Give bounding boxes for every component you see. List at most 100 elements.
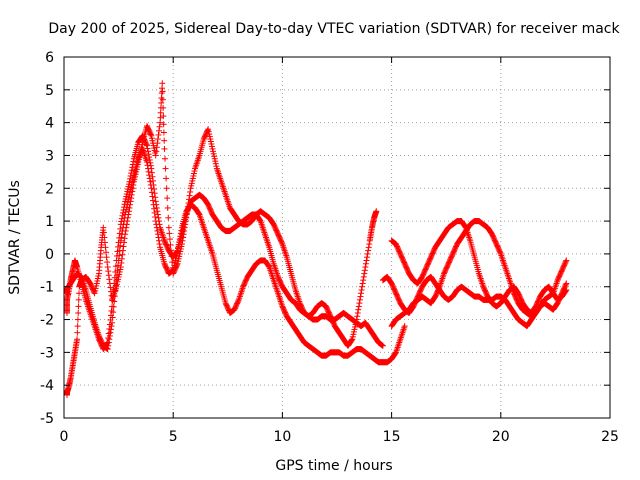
data-point bbox=[116, 252, 123, 259]
data-point bbox=[149, 193, 156, 200]
data-point bbox=[355, 306, 362, 313]
data-point bbox=[155, 214, 162, 221]
data-point bbox=[358, 287, 365, 294]
data-point bbox=[356, 296, 363, 303]
data-point bbox=[358, 290, 365, 297]
data-point bbox=[109, 314, 116, 321]
data-point bbox=[122, 231, 129, 238]
y-axis-label: SDTVAR / TECUs bbox=[7, 180, 23, 295]
data-point bbox=[124, 218, 131, 225]
data-point bbox=[105, 268, 112, 275]
data-point bbox=[145, 168, 152, 175]
y-tick-label: -1 bbox=[40, 280, 54, 296]
data-point bbox=[154, 227, 161, 234]
y-tick-label: -4 bbox=[40, 378, 54, 394]
data-point bbox=[105, 339, 112, 346]
data-point bbox=[119, 247, 126, 254]
data-point bbox=[163, 175, 170, 182]
data-point bbox=[162, 165, 169, 172]
y-tick-label: 4 bbox=[45, 116, 54, 132]
data-point bbox=[162, 155, 169, 162]
data-point bbox=[161, 145, 168, 152]
plot-frame bbox=[63, 56, 611, 419]
data-point bbox=[109, 319, 116, 326]
data-point bbox=[155, 131, 162, 138]
data-point bbox=[147, 178, 154, 185]
data-point bbox=[164, 195, 171, 202]
data-point bbox=[74, 323, 81, 330]
data-point bbox=[166, 236, 173, 243]
data-point bbox=[104, 346, 111, 353]
grid-lines bbox=[64, 57, 610, 418]
data-point bbox=[74, 329, 81, 336]
data-point bbox=[164, 204, 171, 211]
data-point bbox=[163, 185, 170, 192]
data-point bbox=[107, 329, 114, 336]
data-point bbox=[175, 244, 182, 251]
data-point bbox=[152, 213, 159, 220]
data-point bbox=[152, 194, 159, 201]
data-point bbox=[360, 273, 367, 280]
data-point bbox=[104, 264, 111, 271]
data-point bbox=[143, 159, 150, 166]
data-point bbox=[235, 298, 242, 305]
data-point bbox=[145, 148, 152, 155]
data-point bbox=[149, 177, 156, 184]
data-point bbox=[187, 188, 194, 195]
data-point bbox=[148, 185, 155, 192]
data-point bbox=[359, 280, 366, 287]
data-point bbox=[75, 303, 82, 310]
data-point bbox=[117, 242, 124, 249]
data-point bbox=[366, 241, 373, 248]
y-tick-label: 6 bbox=[45, 50, 54, 66]
data-point bbox=[146, 172, 153, 179]
data-point bbox=[354, 309, 361, 316]
data-point bbox=[357, 293, 364, 300]
x-tick-label: 15 bbox=[383, 429, 401, 445]
data-point bbox=[161, 137, 168, 144]
data-point bbox=[354, 313, 361, 320]
y-tick-label: 2 bbox=[45, 181, 54, 197]
data-point bbox=[107, 326, 114, 333]
data-point bbox=[166, 230, 173, 237]
data-point bbox=[154, 231, 161, 238]
data-point bbox=[104, 259, 111, 266]
data-point bbox=[148, 189, 155, 196]
data-point bbox=[153, 224, 160, 231]
data-point bbox=[364, 254, 371, 261]
data-point bbox=[146, 175, 153, 182]
x-tick-label: 10 bbox=[273, 429, 291, 445]
data-point bbox=[177, 233, 184, 240]
data-point bbox=[108, 323, 115, 330]
data-point bbox=[355, 303, 362, 310]
data-point bbox=[156, 241, 163, 248]
data-point bbox=[362, 264, 369, 271]
data-point bbox=[362, 260, 369, 267]
data-point bbox=[149, 197, 156, 204]
data-point bbox=[106, 280, 113, 287]
data-point bbox=[365, 247, 372, 254]
data-point bbox=[361, 270, 368, 277]
data-point bbox=[151, 209, 158, 216]
data-point bbox=[105, 342, 112, 349]
data-point bbox=[122, 227, 129, 234]
data-point bbox=[174, 247, 181, 254]
data-point bbox=[156, 237, 163, 244]
x-tick-label: 20 bbox=[492, 429, 510, 445]
data-point bbox=[153, 204, 160, 211]
y-tick-label: 0 bbox=[45, 247, 54, 263]
data-point bbox=[143, 142, 150, 149]
y-tick-label: -2 bbox=[40, 313, 54, 329]
data-point bbox=[365, 244, 372, 251]
data-point bbox=[103, 254, 110, 261]
data-point bbox=[151, 205, 158, 212]
data-point bbox=[106, 336, 113, 343]
data-point bbox=[110, 303, 117, 310]
data-point bbox=[361, 267, 368, 274]
data-point bbox=[144, 162, 151, 169]
data-point bbox=[359, 283, 366, 290]
data-point bbox=[110, 309, 117, 316]
data-point bbox=[154, 136, 161, 143]
data-point bbox=[165, 224, 172, 231]
